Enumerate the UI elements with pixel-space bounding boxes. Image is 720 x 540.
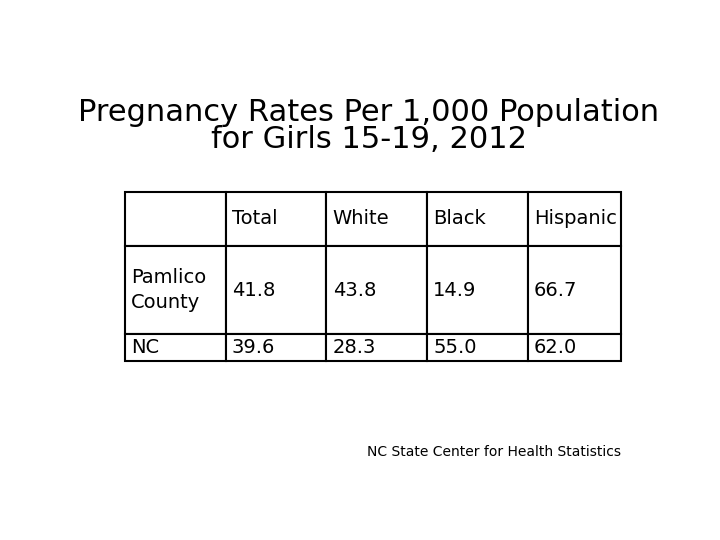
Text: Pamlico
County: Pamlico County: [131, 268, 207, 312]
Text: NC: NC: [131, 338, 159, 357]
Bar: [225, 334, 326, 361]
Text: 43.8: 43.8: [333, 280, 376, 300]
Text: 28.3: 28.3: [333, 338, 376, 357]
Bar: [125, 192, 225, 246]
Bar: [125, 334, 225, 361]
Bar: [528, 192, 621, 246]
Text: 66.7: 66.7: [534, 280, 577, 300]
Text: 39.6: 39.6: [232, 338, 275, 357]
Bar: [125, 246, 225, 334]
Text: 55.0: 55.0: [433, 338, 477, 357]
Text: 41.8: 41.8: [232, 280, 275, 300]
Bar: [326, 246, 427, 334]
Bar: [225, 246, 326, 334]
Text: Pregnancy Rates Per 1,000 Population: Pregnancy Rates Per 1,000 Population: [78, 98, 660, 127]
Text: NC State Center for Health Statistics: NC State Center for Health Statistics: [367, 445, 621, 459]
Text: 14.9: 14.9: [433, 280, 477, 300]
Text: Black: Black: [433, 210, 486, 228]
Bar: [326, 192, 427, 246]
Bar: [528, 334, 621, 361]
Text: 62.0: 62.0: [534, 338, 577, 357]
Text: Total: Total: [232, 210, 277, 228]
Bar: [326, 334, 427, 361]
Bar: [427, 334, 528, 361]
Bar: [528, 246, 621, 334]
Text: Hispanic: Hispanic: [534, 210, 617, 228]
Text: White: White: [333, 210, 390, 228]
Bar: [427, 192, 528, 246]
Text: for Girls 15-19, 2012: for Girls 15-19, 2012: [211, 125, 527, 154]
Bar: [427, 246, 528, 334]
Bar: [225, 192, 326, 246]
